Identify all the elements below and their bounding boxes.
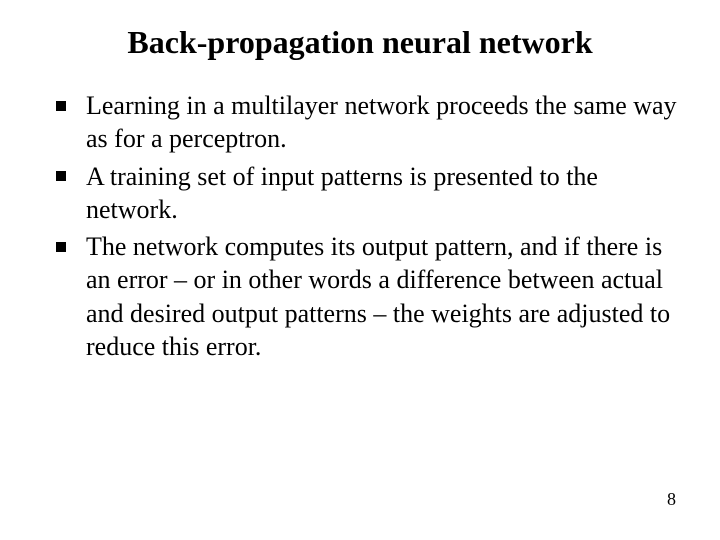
list-item: Learning in a multilayer network proceed… <box>56 89 680 156</box>
bullet-list: Learning in a multilayer network proceed… <box>40 89 680 363</box>
list-item: The network computes its output pattern,… <box>56 230 680 363</box>
slide-title: Back-propagation neural network <box>40 24 680 61</box>
slide: Back-propagation neural network Learning… <box>0 0 720 540</box>
page-number: 8 <box>667 489 676 510</box>
list-item: A training set of input patterns is pres… <box>56 160 680 227</box>
